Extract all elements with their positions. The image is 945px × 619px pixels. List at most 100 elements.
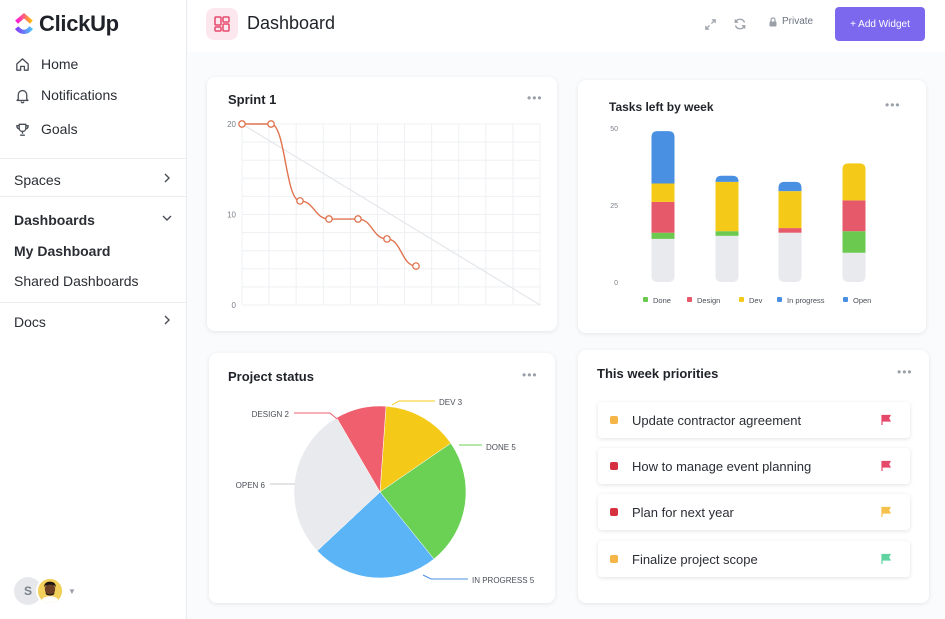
tasks-card: Tasks left by week ••• 50 25 0 Done Design De… [578,80,926,333]
flag-shape [881,553,892,564]
more-options-icon[interactable]: ••• [522,368,538,382]
bar-segment [651,201,675,233]
flag-icon[interactable] [880,414,892,426]
sidebar-item-spaces[interactable]: Spaces [0,166,187,194]
sidebar-item-goals[interactable]: Goals [0,114,187,144]
sidebar-item-label: My Dashboard [14,243,111,259]
avatar-photo [36,577,64,605]
sidebar-item-label: Goals [41,121,78,137]
private-label: Private [782,16,814,27]
bar-segment [651,183,675,202]
divider [0,302,187,303]
chevron-right-icon [161,171,173,189]
legend-label: Design [697,296,720,305]
flag-icon[interactable] [880,460,892,472]
divider [0,196,187,197]
sidebar-item-docs[interactable]: Docs [0,308,187,336]
project-status-card: Project status ••• DEV 3 DONE 5 IN PROGRES… [209,353,555,603]
add-widget-button[interactable]: + Add Widget [835,7,925,41]
refresh-icon[interactable] [730,14,750,34]
sidebar-item-shared-dashboards[interactable]: Shared Dashboards [0,267,187,295]
burndown-point [296,197,304,205]
legend-swatch [777,297,782,302]
legend-swatch [739,297,744,302]
sprint-card: Sprint 1 ••• 20 10 0 [207,77,557,331]
priority-item[interactable]: Update contractor agreement [598,402,910,438]
legend-swatch [687,297,692,302]
expand-icon[interactable] [700,14,720,34]
bar-segment [715,175,739,182]
tasks-chart: 50 25 0 Done Design Dev In progress Open [610,126,871,305]
user-menu[interactable]: S ▼ [14,577,76,605]
y-tick-label: 10 [227,211,236,220]
pie-leader-line [391,400,435,406]
y-tick-label: 50 [610,126,618,133]
burndown-point [412,262,420,270]
priorities-card: This week priorities ••• Update contract… [578,350,929,603]
clickup-logo-icon [15,13,33,34]
priority-text: How to manage event planning [632,458,812,474]
sidebar-item-label: Home [41,56,79,72]
burndown-point [383,235,391,243]
burndown-point [354,215,362,223]
bar-segment [778,228,802,233]
bar-segment [651,238,675,282]
pie-label: OPEN 6 [236,481,266,490]
sidebar-item-my-dashboard[interactable]: My Dashboard [0,237,187,265]
priority-item[interactable]: Plan for next year [598,494,910,530]
y-tick-label: 0 [232,301,237,310]
bar-segment [842,200,866,232]
pie-slice [379,442,467,560]
chevron-down-icon [161,211,173,229]
priority-item[interactable]: How to manage event planning [598,448,910,484]
caret-down-icon: ▼ [68,586,76,596]
y-tick-label: 25 [610,203,618,210]
flag-shape [881,506,892,517]
pie-label: DONE 5 [486,443,516,452]
bar-segment [715,231,739,236]
priority-text: Plan for next year [632,504,734,520]
card-title: Tasks left by week [609,100,714,114]
bar-segment [715,235,739,282]
flag-icon[interactable] [880,506,892,518]
pie-leader-line [422,574,468,580]
pie-slice [293,417,381,552]
sidebar-item-label: Shared Dashboards [14,273,139,289]
card-title: Project status [228,369,314,384]
bar-segment [778,232,802,282]
status-dot [610,508,618,516]
more-options-icon[interactable]: ••• [897,365,913,379]
bar-segment [651,131,675,184]
flag-shape [881,460,892,471]
legend-swatch [643,297,648,302]
card-title: This week priorities [597,366,719,381]
sidebar-item-home[interactable]: Home [0,49,187,79]
flag-shape [881,414,892,425]
privacy-toggle[interactable]: Private [768,16,813,27]
status-dot [610,462,618,470]
app-name: ClickUp [39,11,119,36]
sidebar: ClickUp Home Notifications Goals Spaces … [0,0,187,619]
burndown-line [242,123,417,267]
pie-leader-line [294,412,338,420]
lock-icon [769,16,777,26]
clickup-logo[interactable]: ClickUp [13,10,119,38]
header: Dashboard Private + Add Widget [188,0,945,52]
project-status-chart: DEV 3 DONE 5 IN PROGRESS 5 OPEN 6 DESIGN 2 [236,398,535,585]
bar-segment [778,191,802,229]
more-options-icon[interactable]: ••• [885,98,901,112]
pie-label: DESIGN 2 [252,410,290,419]
more-options-icon[interactable]: ••• [527,91,543,105]
trophy-icon [13,120,31,138]
status-dot [610,416,618,424]
sprint-chart: 20 10 0 [227,120,541,310]
y-tick-label: 0 [614,280,618,287]
sidebar-item-dashboards[interactable]: Dashboards [0,206,187,234]
priority-item[interactable]: Finalize project scope [598,541,910,577]
status-dot [610,555,618,563]
bar-segment [778,181,802,192]
priority-text: Update contractor agreement [632,412,802,428]
flag-icon[interactable] [880,553,892,565]
sidebar-item-notifications[interactable]: Notifications [0,80,187,110]
bell-icon [13,86,31,104]
